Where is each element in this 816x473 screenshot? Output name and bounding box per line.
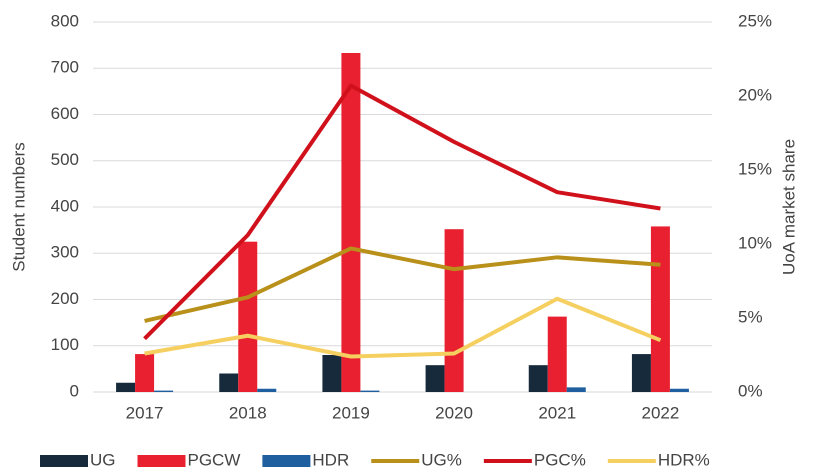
bar bbox=[360, 390, 380, 392]
y2-tick-label: 0% bbox=[738, 381, 763, 400]
x-tick-label: 2018 bbox=[229, 403, 267, 422]
y2-tick-label: 15% bbox=[738, 159, 772, 178]
legend-label: UG% bbox=[421, 450, 462, 469]
bar bbox=[341, 52, 361, 393]
bar bbox=[154, 390, 174, 392]
y-tick-label: 800 bbox=[51, 11, 79, 30]
legend-label: HDR% bbox=[658, 450, 710, 469]
bar bbox=[631, 354, 651, 392]
x-tick-label: 2019 bbox=[332, 403, 370, 422]
bar bbox=[669, 388, 689, 392]
bar bbox=[528, 365, 548, 392]
y-tick-label: 700 bbox=[51, 58, 79, 77]
y-axis-title: Student numbers bbox=[9, 142, 28, 271]
bar bbox=[257, 388, 277, 392]
y-tick-label: 100 bbox=[51, 335, 79, 354]
y2-tick-label: 20% bbox=[738, 85, 772, 104]
bar bbox=[566, 387, 586, 392]
x-tick-label: 2017 bbox=[126, 403, 164, 422]
x-tick-label: 2021 bbox=[538, 403, 576, 422]
bar bbox=[444, 229, 464, 392]
bar bbox=[650, 226, 670, 392]
line bbox=[143, 83, 661, 341]
x-tick-label: 2020 bbox=[435, 403, 473, 422]
y-tick-label: 200 bbox=[51, 289, 79, 308]
bar bbox=[116, 382, 136, 392]
y2-tick-label: 25% bbox=[738, 11, 772, 30]
legend-swatch bbox=[262, 455, 311, 467]
y-tick-label: 300 bbox=[51, 243, 79, 262]
bar bbox=[547, 316, 567, 392]
line bbox=[144, 246, 661, 323]
y-tick-label: 0 bbox=[70, 381, 79, 400]
legend-label: PGC% bbox=[534, 450, 586, 469]
legend-label: UG bbox=[90, 450, 116, 469]
y-tick-label: 500 bbox=[51, 150, 79, 169]
legend-swatch bbox=[137, 455, 186, 467]
legend-label: HDR bbox=[312, 450, 349, 469]
y-tick-label: 600 bbox=[51, 104, 79, 123]
line bbox=[144, 296, 662, 359]
y-tick-label: 400 bbox=[51, 196, 79, 215]
y2-tick-label: 10% bbox=[738, 233, 772, 252]
bar bbox=[219, 373, 239, 392]
x-tick-label: 2022 bbox=[642, 403, 680, 422]
y2-axis-title: UoA market share bbox=[779, 139, 798, 275]
bar bbox=[322, 355, 342, 392]
legend-label: PGCW bbox=[188, 450, 241, 469]
bar bbox=[238, 241, 258, 392]
bar bbox=[135, 354, 155, 392]
y2-tick-label: 5% bbox=[738, 307, 763, 326]
legend-swatch bbox=[40, 455, 88, 467]
bar bbox=[425, 365, 445, 392]
